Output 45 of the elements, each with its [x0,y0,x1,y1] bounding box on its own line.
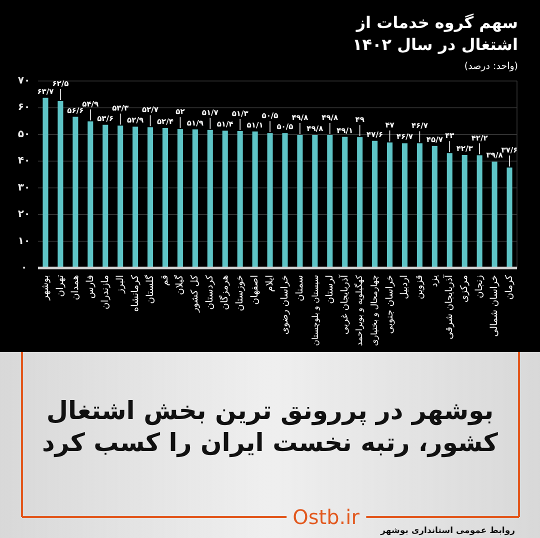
x-label: اردبیل [399,275,410,300]
x-label: آذربایجان شرقی [444,275,456,340]
x-label: کهگیلویه و بویراحمد [354,275,365,346]
x-label: کردستان [204,275,216,310]
ytick: ۵۰ [18,128,30,140]
x-label: قزوین [414,275,426,300]
x-label: زنجان [474,275,486,298]
x-label: گیلان [174,275,186,296]
x-label: فارس [84,275,96,299]
x-label: لرستان [324,275,336,304]
ytick: ۰ [20,262,28,274]
x-label: گلستان [144,275,156,304]
chart-title: سهم گروه خدمات از اشتغال در سال ۱۴۰۲ [352,12,518,56]
x-label: اصفهان [250,275,261,305]
x-label: خراسان شمالی [489,275,500,337]
annotation: Ostb.ir [292,505,360,529]
ytick: ۶۰ [18,102,30,114]
x-label: چهارمحال و بختیاری [370,275,380,346]
x-label: کرمان [504,275,516,300]
x-label: خراسان رضوی [279,275,290,335]
annotation: روابط عمومی استانداری بوشهر [380,526,515,536]
x-label: تهران [54,275,66,297]
x-label: کل کشور [190,275,201,312]
x-label: هرمزگان [220,275,231,310]
x-label: سمنان [294,275,306,302]
text: بوشهر در پررونق ترین بخش اشتغال کشور، رتبه نخست ایران را کسب کرد [41,394,499,460]
x-label: همدان [70,275,81,300]
x-label: سیستان و بلوچستان [310,275,320,346]
x-label: البرز [114,275,126,294]
x-label: آذربایجان غربی [339,275,350,334]
ytick: ۴۰ [18,156,30,167]
x-label: خوزستان [234,275,246,312]
ytick: ۳۰ [18,182,30,194]
ytick: ۲۰ [18,209,30,220]
x-label: بوشهر [40,275,51,300]
x-label: ایلام [264,275,276,292]
x-label: مازندران [100,275,111,310]
x-label: یزد [429,275,440,288]
ytick: ۱۰ [18,236,30,247]
x-label: قم [160,275,171,286]
x-label: خراسان جنوبی [384,275,396,334]
ytick: ۷۰ [18,76,30,86]
x-label: کرمانشاه [130,275,141,312]
chart-subtitle: (واحد: درصد) [464,61,518,72]
x-label: مرکزی [459,275,470,303]
